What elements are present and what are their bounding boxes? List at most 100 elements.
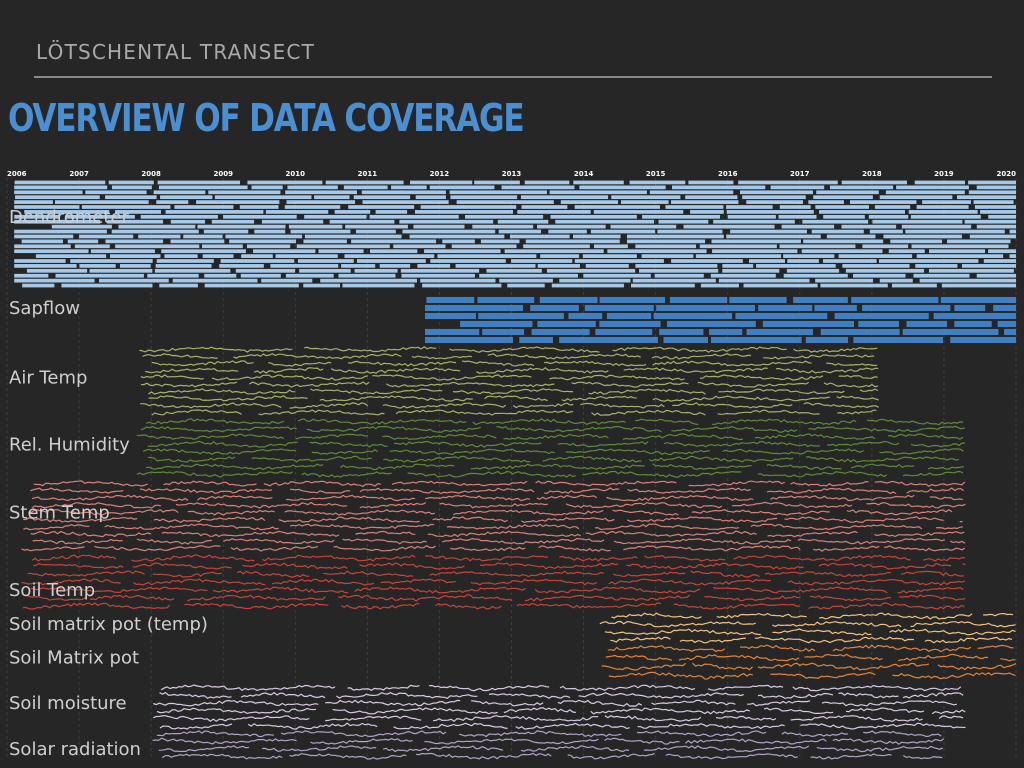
- coverage-segment: [620, 200, 669, 204]
- coverage-segment: [551, 283, 624, 288]
- series-trace: [435, 603, 502, 610]
- series-trace: [131, 554, 255, 562]
- coverage-segment: [905, 229, 1005, 234]
- coverage-segment: [261, 278, 313, 283]
- coverage-segment: [478, 312, 564, 320]
- series-trace: [635, 418, 699, 426]
- series-trace: [722, 448, 864, 455]
- coverage-segment: [201, 244, 243, 249]
- series-trace: [30, 487, 124, 494]
- coverage-segment: [879, 278, 913, 283]
- series-trace: [136, 538, 212, 545]
- coverage-segment: [170, 219, 206, 224]
- coverage-segment: [270, 264, 339, 268]
- coverage-segment: [105, 195, 157, 200]
- coverage-segment: [699, 244, 777, 249]
- series-trace: [601, 662, 686, 671]
- series-trace: [897, 586, 964, 594]
- coverage-segment: [197, 224, 286, 229]
- coverage-segment: [449, 190, 548, 195]
- coverage-segment: [862, 304, 951, 312]
- series-trace: [691, 509, 830, 516]
- coverage-segment: [425, 312, 477, 320]
- coverage-segment: [14, 214, 59, 219]
- series-trace: [910, 442, 966, 448]
- coverage-segment: [629, 180, 686, 185]
- series-trace: [284, 509, 435, 516]
- series-trace: [608, 578, 771, 586]
- coverage-segment: [183, 234, 223, 239]
- series-trace: [22, 602, 171, 610]
- series-trace: [233, 353, 402, 360]
- coverage-segment: [813, 195, 873, 200]
- coverage-segment: [540, 254, 580, 258]
- series-trace: [230, 545, 319, 552]
- coverage-segment: [968, 190, 1016, 195]
- coverage-segment: [973, 200, 1014, 204]
- series-trace: [588, 388, 706, 395]
- coverage-segment: [109, 254, 161, 258]
- series-trace: [416, 752, 552, 760]
- coverage-segment: [138, 234, 181, 239]
- coverage-segment: [14, 205, 80, 209]
- coverage-segment: [811, 229, 864, 234]
- series-trace: [544, 360, 647, 367]
- series-trace: [140, 425, 297, 433]
- coverage-segment: [499, 278, 553, 283]
- series-trace: [140, 402, 282, 409]
- series-trace: [153, 516, 266, 523]
- series-trace: [900, 570, 965, 577]
- coverage-segment: [607, 249, 707, 254]
- series-trace: [611, 612, 702, 619]
- series-trace: [304, 346, 437, 353]
- coverage-segment: [906, 320, 948, 328]
- coverage-segment: [318, 249, 364, 254]
- coverage-segment: [342, 283, 415, 288]
- series-trace: [538, 545, 611, 552]
- coverage-segment: [520, 195, 609, 200]
- coverage-segment: [560, 200, 619, 204]
- coverage-segment: [425, 328, 480, 336]
- series-trace: [184, 602, 329, 610]
- series-trace: [187, 594, 326, 602]
- coverage-segment: [574, 259, 664, 263]
- series-trace: [337, 594, 513, 602]
- coverage-segment: [815, 278, 874, 283]
- series-trace: [832, 644, 972, 653]
- series-trace: [962, 563, 966, 566]
- coverage-segment: [726, 210, 814, 214]
- series-trace: [866, 502, 966, 509]
- series-trace: [790, 480, 869, 487]
- coverage-segment: [635, 264, 718, 268]
- coverage-segment: [820, 328, 900, 336]
- series-trace: [484, 395, 548, 402]
- series-trace: [672, 402, 793, 409]
- series-trace: [612, 346, 787, 353]
- coverage-segment: [559, 278, 631, 283]
- coverage-segment: [901, 224, 972, 229]
- series-trace: [764, 571, 891, 578]
- series-trace: [21, 546, 85, 552]
- series-trace: [535, 480, 677, 487]
- series-trace: [309, 441, 388, 448]
- series-trace: [804, 653, 883, 661]
- series-trace: [874, 480, 966, 488]
- coverage-segment: [118, 224, 196, 229]
- series-trace: [263, 480, 382, 487]
- series-trace: [89, 594, 175, 601]
- coverage-segment: [107, 219, 164, 224]
- series-trace: [776, 367, 879, 374]
- coverage-segment: [947, 239, 1011, 244]
- coverage-segment: [525, 239, 620, 244]
- series-trace: [21, 578, 121, 586]
- series-trace: [261, 554, 416, 562]
- coverage-segment: [550, 214, 637, 219]
- year-tick-label: 2011: [358, 170, 378, 178]
- coverage-segment: [14, 180, 106, 185]
- coverage-segment: [15, 195, 100, 200]
- coverage-segment: [841, 224, 897, 229]
- year-tick-label: 2017: [790, 170, 810, 178]
- series-trace: [515, 722, 630, 730]
- coverage-segment: [204, 283, 299, 288]
- series-trace: [452, 388, 573, 395]
